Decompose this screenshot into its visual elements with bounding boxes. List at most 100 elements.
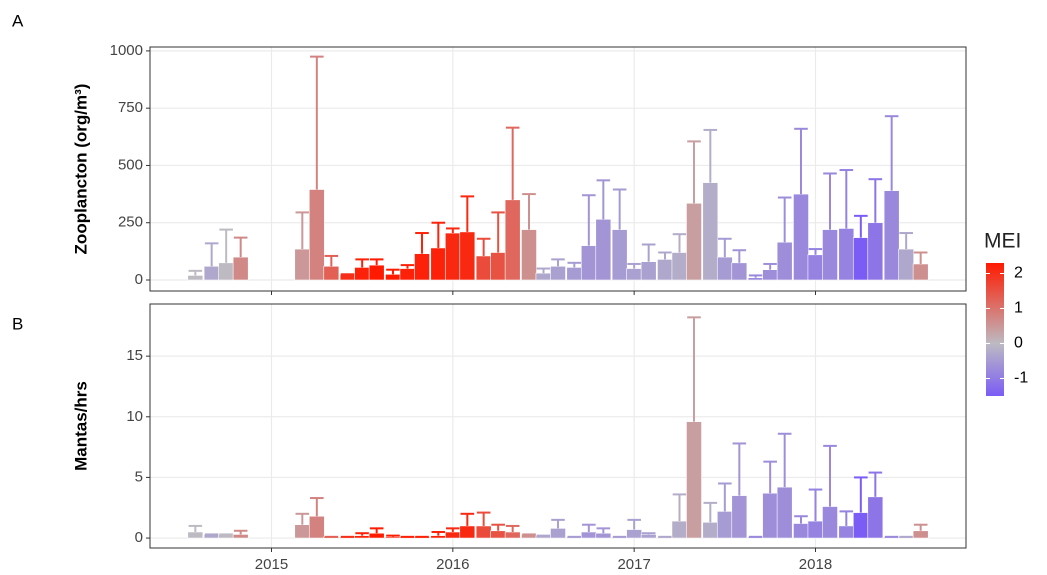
bar bbox=[793, 523, 809, 539]
error-bar bbox=[913, 523, 928, 531]
bar bbox=[308, 515, 325, 539]
error-bar bbox=[627, 262, 641, 269]
error-bar bbox=[612, 188, 627, 230]
y-tick-label: 500 bbox=[118, 156, 143, 173]
error-bar bbox=[868, 471, 883, 497]
colorbar bbox=[986, 263, 1004, 396]
error-bar bbox=[295, 211, 310, 250]
error-bar bbox=[386, 268, 400, 275]
y-tick-label: 250 bbox=[118, 214, 143, 231]
error-bar bbox=[204, 242, 219, 267]
bar bbox=[218, 262, 235, 281]
bar bbox=[580, 531, 597, 539]
error-bar bbox=[369, 527, 384, 534]
x-tick-label: 2016 bbox=[436, 556, 469, 573]
bar bbox=[354, 267, 371, 281]
error-bar bbox=[310, 497, 324, 517]
bar bbox=[430, 535, 447, 539]
bar bbox=[323, 265, 340, 281]
y-tick-label: 5 bbox=[135, 468, 143, 485]
bar bbox=[838, 228, 855, 281]
error-bar bbox=[854, 476, 868, 513]
x-tick-label: 2015 bbox=[255, 556, 288, 573]
bar bbox=[444, 232, 461, 281]
x-tick-label: 2017 bbox=[617, 556, 650, 573]
x-tick-label: 2018 bbox=[799, 556, 832, 573]
bar bbox=[294, 248, 311, 281]
error-bar bbox=[672, 493, 687, 522]
error-bar bbox=[627, 518, 641, 530]
error-bar bbox=[446, 227, 460, 234]
error-bar bbox=[732, 442, 747, 496]
error-bar bbox=[355, 532, 369, 536]
bar bbox=[475, 255, 492, 281]
bar bbox=[716, 256, 733, 281]
error-bar bbox=[551, 258, 565, 267]
error-bar bbox=[596, 527, 611, 534]
error-bar bbox=[369, 258, 384, 266]
legend-title: MEI bbox=[984, 230, 1021, 253]
bar bbox=[776, 241, 793, 281]
error-bar bbox=[446, 527, 460, 532]
y-tick-label: 10 bbox=[126, 408, 143, 425]
bar bbox=[187, 275, 204, 281]
y-tick-label: 0 bbox=[135, 271, 143, 288]
error-bar bbox=[431, 530, 446, 536]
error-bar bbox=[567, 261, 582, 268]
error-bar bbox=[476, 237, 491, 256]
bar bbox=[912, 530, 929, 539]
error-bar bbox=[491, 523, 505, 531]
bar bbox=[671, 520, 688, 539]
bar bbox=[354, 535, 371, 539]
error-bar bbox=[658, 251, 672, 260]
bar bbox=[368, 532, 385, 539]
error-bar bbox=[400, 264, 415, 269]
bar bbox=[762, 269, 779, 281]
bar bbox=[550, 265, 566, 281]
error-bar bbox=[233, 529, 248, 535]
y-axis-title: Zooplancton (org/m³) bbox=[71, 84, 90, 255]
error-bar bbox=[641, 243, 656, 262]
error-bar bbox=[233, 236, 248, 258]
bar bbox=[294, 524, 311, 539]
colorbar-tick-label: 1 bbox=[1014, 300, 1023, 317]
error-bar bbox=[491, 211, 505, 253]
bar bbox=[203, 265, 220, 281]
bar bbox=[187, 531, 204, 539]
error-bar bbox=[718, 482, 732, 512]
bar bbox=[232, 256, 249, 281]
colorbar-tick-label: 0 bbox=[1014, 335, 1023, 352]
bar bbox=[807, 254, 824, 281]
error-bar bbox=[732, 249, 747, 263]
bar bbox=[852, 512, 869, 539]
bar bbox=[671, 252, 688, 281]
error-bar bbox=[582, 194, 596, 246]
bar bbox=[459, 231, 476, 281]
bar bbox=[912, 263, 929, 281]
panel-label: B bbox=[12, 314, 23, 333]
bar bbox=[580, 245, 597, 281]
error-bar bbox=[188, 269, 203, 276]
bar bbox=[521, 229, 537, 281]
bar bbox=[490, 252, 507, 281]
error-bar bbox=[808, 248, 823, 255]
bar bbox=[867, 496, 884, 539]
bar bbox=[504, 199, 521, 281]
error-bar bbox=[823, 172, 837, 230]
error-bar bbox=[476, 511, 491, 526]
bar bbox=[731, 495, 748, 539]
error-bar bbox=[794, 515, 808, 524]
error-bar bbox=[415, 232, 429, 254]
bar bbox=[686, 421, 702, 539]
y-tick-label: 15 bbox=[126, 347, 143, 364]
bar bbox=[504, 531, 521, 539]
error-bar bbox=[219, 228, 233, 263]
y-tick-label: 750 bbox=[118, 99, 143, 116]
bar bbox=[776, 486, 793, 539]
bar bbox=[898, 248, 915, 281]
bar bbox=[793, 193, 809, 281]
bar bbox=[550, 528, 566, 539]
error-bar bbox=[839, 510, 854, 526]
error-bar bbox=[794, 127, 808, 195]
error-bar bbox=[823, 444, 837, 507]
